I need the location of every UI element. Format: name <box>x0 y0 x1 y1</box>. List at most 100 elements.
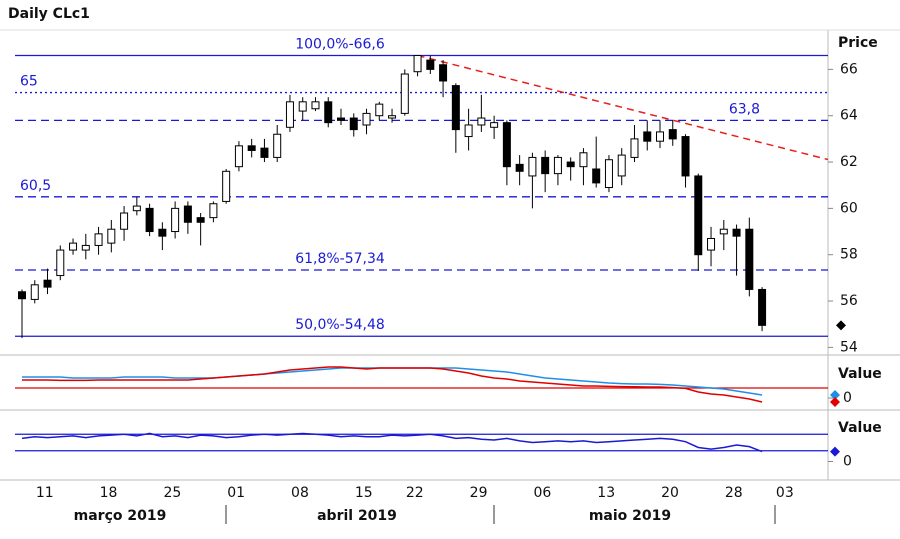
candle-body <box>451 85 460 131</box>
x-tick-label: 08 <box>291 485 309 501</box>
candle-body <box>388 115 397 119</box>
candle-body <box>707 237 716 251</box>
candle-body <box>273 133 282 158</box>
candle-body <box>490 122 499 128</box>
last-value-marker <box>830 446 840 457</box>
candle-body <box>81 244 90 251</box>
candle-body <box>362 112 371 126</box>
candle-body <box>656 131 664 142</box>
x-tick-label: 01 <box>227 485 245 501</box>
candle-body <box>541 156 550 175</box>
trendline <box>417 54 829 161</box>
candle-body <box>234 145 243 168</box>
candle-body <box>732 228 741 237</box>
y-axis-title: Price <box>838 35 878 51</box>
x-tick-label: 25 <box>163 485 181 501</box>
level-label: 50,0%-54,48 <box>295 317 385 333</box>
candle-body <box>209 203 218 219</box>
candle-body <box>681 136 690 177</box>
candle-body <box>311 101 320 110</box>
candle-body <box>553 156 562 175</box>
month-label: maio 2019 <box>589 508 671 524</box>
candle-body <box>668 129 677 140</box>
x-tick-label: 06 <box>533 485 551 501</box>
candle-body <box>566 161 575 168</box>
level-label: 65 <box>20 74 38 90</box>
candle-body <box>145 207 154 233</box>
y-tick-label: 0 <box>843 390 852 406</box>
indicator-line <box>22 367 763 396</box>
candle-body <box>413 54 422 73</box>
candle-body <box>196 217 205 223</box>
x-tick-label: 03 <box>776 485 794 501</box>
candle-body <box>643 131 652 142</box>
month-label: abril 2019 <box>317 508 397 524</box>
x-tick-label: 11 <box>36 485 54 501</box>
y-tick-label: 58 <box>840 247 858 263</box>
candle-body <box>222 170 231 202</box>
candle-body <box>464 124 473 138</box>
candle-body <box>183 205 192 223</box>
month-label: março 2019 <box>74 508 167 524</box>
candle-body <box>604 159 613 189</box>
candle-body <box>758 288 767 326</box>
candle-body <box>528 156 537 177</box>
candle-body <box>56 249 65 277</box>
last-value-marker <box>830 397 840 407</box>
candle-body <box>298 101 307 112</box>
candle-body <box>502 122 511 168</box>
y-tick-label: 54 <box>840 339 858 355</box>
candle-body <box>107 228 116 244</box>
candle-body <box>337 117 345 121</box>
last-value-marker <box>830 390 840 400</box>
x-tick-label: 20 <box>661 485 679 501</box>
candle-body <box>400 73 409 114</box>
indicator-line <box>22 366 763 403</box>
x-tick-label: 18 <box>100 485 118 501</box>
candle-body <box>171 207 180 233</box>
candle-body <box>120 212 129 230</box>
y-tick-label: 60 <box>840 200 858 216</box>
candle-body <box>745 228 754 290</box>
candle-body <box>69 242 78 251</box>
level-label: 60,5 <box>20 178 51 194</box>
last-price-marker <box>836 320 846 331</box>
candle-body <box>349 117 358 131</box>
candle-body <box>592 168 601 184</box>
candle-body <box>18 291 26 300</box>
y-tick-label: 56 <box>840 293 858 309</box>
candle-body <box>719 228 728 235</box>
chart-title: Daily CLc1 <box>8 6 90 22</box>
candle-body <box>324 101 333 124</box>
candle-body <box>477 117 486 126</box>
candle-body <box>247 145 256 151</box>
y-axis-title: Value <box>838 366 882 382</box>
candle-body <box>617 154 626 177</box>
candle-body <box>30 284 39 300</box>
candle-body <box>515 163 524 172</box>
y-tick-label: 0 <box>843 454 852 470</box>
candle-body <box>94 233 103 246</box>
candle-body <box>439 64 448 82</box>
y-axis-title: Value <box>838 420 882 436</box>
candle-body <box>43 279 52 288</box>
x-tick-label: 28 <box>725 485 743 501</box>
y-tick-label: 66 <box>840 61 858 77</box>
y-tick-label: 62 <box>840 154 858 170</box>
indicator-line <box>21 432 763 453</box>
x-tick-label: 13 <box>597 485 615 501</box>
x-tick-label: 15 <box>355 485 373 501</box>
candle-body <box>132 205 141 212</box>
level-label: 61,8%-57,34 <box>295 251 385 267</box>
candle-body <box>158 228 167 237</box>
candle-body <box>630 138 639 158</box>
candle-body <box>285 101 294 128</box>
x-tick-label: 29 <box>470 485 488 501</box>
x-tick-label: 22 <box>406 485 424 501</box>
candle-body <box>694 175 703 256</box>
candle-body <box>260 147 269 158</box>
candle-body <box>375 103 384 117</box>
level-label: 63,8 <box>729 101 760 117</box>
level-label: 100,0%-66,6 <box>295 36 385 52</box>
